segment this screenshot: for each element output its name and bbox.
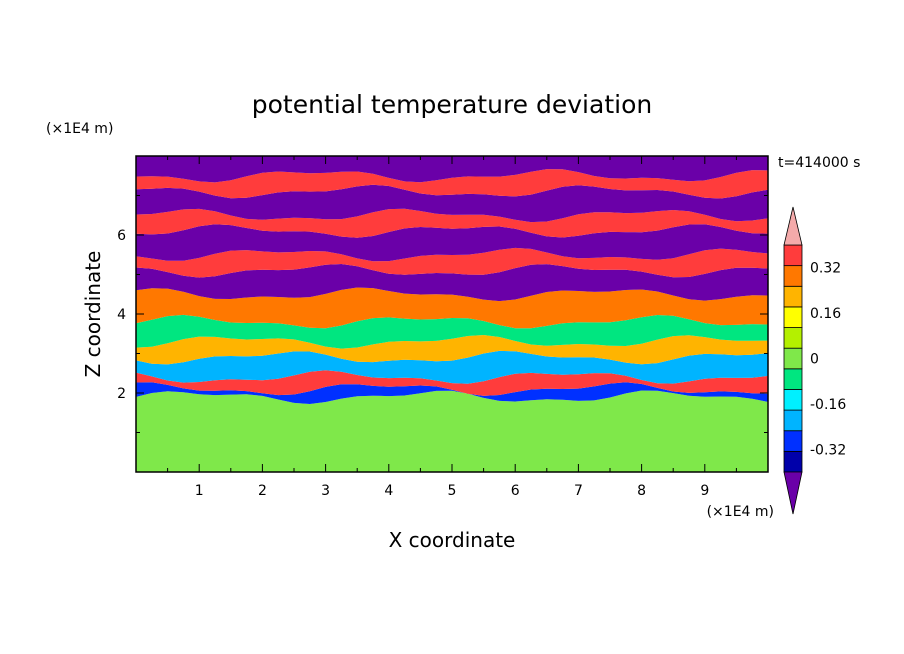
colorbar-segment — [783, 368, 803, 390]
colorbar: 0.32 0.16 0 -0.16 -0.32 — [783, 206, 846, 515]
y-axis-label: Z coordinate — [81, 251, 105, 378]
colorbar-segment — [783, 430, 803, 452]
contour-layer — [136, 370, 768, 396]
colorbar-tick-label: -0.16 — [810, 397, 846, 413]
colorbar-extend-min — [783, 471, 803, 515]
colorbar-segment — [783, 306, 803, 328]
x-tick-label: 7 — [574, 483, 583, 499]
colorbar-segment — [783, 265, 803, 287]
contour-layer — [136, 247, 768, 278]
contour-layer — [136, 224, 768, 262]
x-tick-label: 9 — [700, 483, 709, 499]
contour-layer — [136, 382, 768, 404]
contour-layer — [136, 350, 768, 384]
x-unit-label: (×1E4 m) — [707, 504, 774, 520]
colorbar-tick-label: 0.32 — [810, 261, 841, 277]
colorbar-extend-max — [783, 206, 803, 246]
colorbar-segment — [783, 347, 803, 370]
contour-layer — [136, 208, 768, 238]
chart-title: potential temperature deviation — [252, 90, 652, 119]
colorbar-segment — [783, 450, 803, 473]
contour-field — [136, 156, 768, 472]
axis-ticks: 1 2 3 4 5 6 7 8 9 2 4 6 — [117, 156, 768, 499]
contour-layer — [136, 156, 768, 183]
x-tick-label: 5 — [448, 483, 457, 499]
contour-layer — [136, 335, 768, 365]
contour-layer — [136, 264, 768, 302]
y-unit-label: (×1E4 m) — [46, 121, 113, 137]
x-tick-label: 8 — [637, 483, 646, 499]
y-tick-label: 6 — [117, 228, 126, 244]
colorbar-segment — [783, 285, 803, 308]
contour-layer — [136, 287, 768, 329]
contour-layer — [136, 184, 768, 223]
x-axis-label: X coordinate — [389, 528, 516, 552]
colorbar-segment — [783, 409, 803, 432]
y-tick-label: 4 — [117, 307, 126, 323]
x-tick-label: 1 — [195, 483, 204, 499]
colorbar-tick-label: 0 — [810, 352, 819, 368]
colorbar-tick-label: 0.16 — [810, 306, 841, 322]
time-label: t=414000 s — [778, 155, 860, 171]
colorbar-segment — [783, 244, 803, 267]
x-tick-label: 2 — [258, 483, 267, 499]
colorbar-tick-label: -0.32 — [810, 442, 846, 458]
x-tick-label: 3 — [321, 483, 330, 499]
x-tick-label: 4 — [384, 483, 393, 499]
contour-layer — [136, 390, 768, 472]
y-tick-label: 2 — [117, 386, 126, 402]
colorbar-segment — [783, 327, 803, 349]
colorbar-segment — [783, 389, 803, 411]
x-tick-label: 6 — [511, 483, 520, 499]
contour-layer — [136, 169, 768, 199]
contour-layer — [136, 314, 768, 349]
